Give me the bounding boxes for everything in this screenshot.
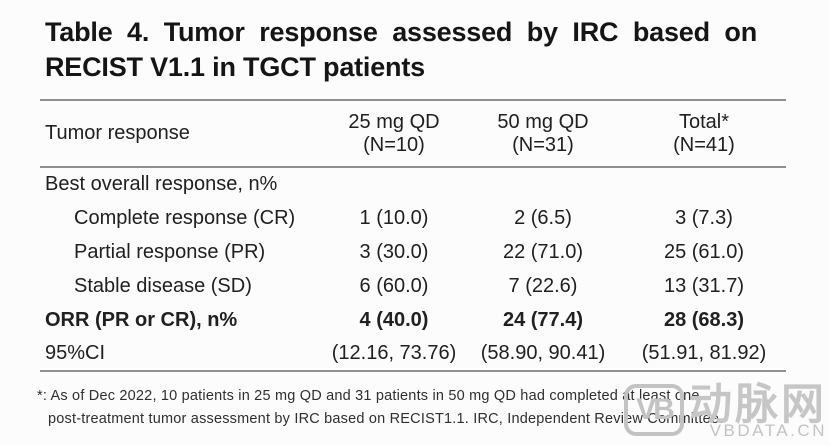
cell-50mg: (58.90, 90.41): [464, 337, 622, 372]
cell-25mg: (12.16, 73.76): [324, 337, 464, 372]
table-row-partial-response: Partial response (PR) 3 (30.0) 22 (71.0)…: [40, 235, 786, 269]
table-row-95ci: 95%CI (12.16, 73.76) (58.90, 90.41) (51.…: [40, 337, 786, 372]
table-row-orr: ORR (PR or CR), n% 4 (40.0) 24 (77.4) 28…: [40, 303, 786, 337]
watermark-text: 动脉网 VBDATA.CN: [689, 381, 827, 440]
tumor-response-table: Tumor response 25 mg QD (N=10) 50 mg QD …: [40, 99, 786, 372]
header-row: Tumor response 25 mg QD (N=10) 50 mg QD …: [40, 99, 786, 168]
table-title: Table 4. Tumor response assessed by IRC …: [45, 15, 757, 85]
cell-25mg: [324, 167, 464, 201]
footnote-line1: *: As of Dec 2022, 10 patients in 25 mg …: [37, 388, 700, 404]
cell-50mg: 22 (71.0): [502, 240, 584, 263]
table-title-line1: Table 4. Tumor response assessed by IRC …: [45, 17, 757, 47]
cell-25mg: 3 (30.0): [359, 240, 429, 263]
footnote-line2: post-treatment tumor assessment by IRC b…: [48, 411, 724, 427]
table-body: Best overall response, n% Complete respo…: [40, 167, 786, 372]
table-title-line2: RECIST V1.1 in TGCT patients: [45, 52, 425, 82]
cell-total: 28 (68.3): [663, 308, 745, 331]
cell-total: 3 (7.3): [675, 206, 733, 229]
cell-50mg: [464, 167, 622, 201]
table-row-complete-response: Complete response (CR) 1 (10.0) 2 (6.5) …: [40, 201, 786, 235]
cell-25mg: 6 (60.0): [359, 274, 429, 297]
col-header-text: Tumor response: [45, 122, 190, 144]
table-row-stable-disease: Stable disease (SD) 6 (60.0) 7 (22.6) 13…: [40, 269, 786, 303]
cell-total: 25 (61.0): [663, 240, 745, 263]
col-header-50mg: 50 mg QD (N=31): [464, 99, 622, 168]
cell-total: 13 (31.7): [663, 274, 745, 297]
cell-50mg: 2 (6.5): [514, 206, 572, 229]
table-header: Tumor response 25 mg QD (N=10) 50 mg QD …: [40, 99, 786, 168]
col-header-n: (N=41): [673, 133, 735, 156]
row-label: Best overall response, n%: [45, 173, 278, 195]
cell-total: (51.91, 81.92): [622, 337, 786, 372]
watermark-name: 动脉网: [689, 381, 827, 429]
col-header-total: Total* (N=41): [622, 99, 786, 168]
cell-50mg: 24 (77.4): [502, 308, 584, 331]
row-label: Complete response (CR): [74, 206, 296, 229]
cell-25mg: 4 (40.0): [359, 308, 429, 331]
row-label: Partial response (PR): [74, 240, 266, 263]
col-header-tumor-response: Tumor response: [40, 99, 324, 168]
col-header-25mg: 25 mg QD (N=10): [324, 99, 464, 168]
cell-total: [622, 167, 786, 201]
col-header-n: (N=10): [363, 133, 425, 156]
cell-25mg: 1 (10.0): [359, 206, 429, 229]
col-header-dose: 50 mg QD: [497, 110, 589, 133]
col-header-n: (N=31): [512, 133, 574, 156]
row-label: 95%CI: [40, 337, 324, 372]
row-label: Stable disease (SD): [74, 274, 252, 297]
col-header-dose: 25 mg QD: [348, 110, 440, 133]
table-row-best-overall: Best overall response, n%: [40, 167, 786, 201]
cell-50mg: 7 (22.6): [508, 274, 578, 297]
col-header-dose: Total*: [678, 110, 730, 133]
row-label: ORR (PR or CR), n%: [45, 308, 238, 331]
vbdata-logo-icon: VB: [624, 384, 684, 436]
watermark-site: VBDATA.CN: [709, 421, 827, 440]
vbdata-watermark: VB 动脉网 VBDATA.CN: [624, 384, 827, 439]
table-footnote: *: As of Dec 2022, 10 patients in 25 mg …: [37, 385, 777, 431]
